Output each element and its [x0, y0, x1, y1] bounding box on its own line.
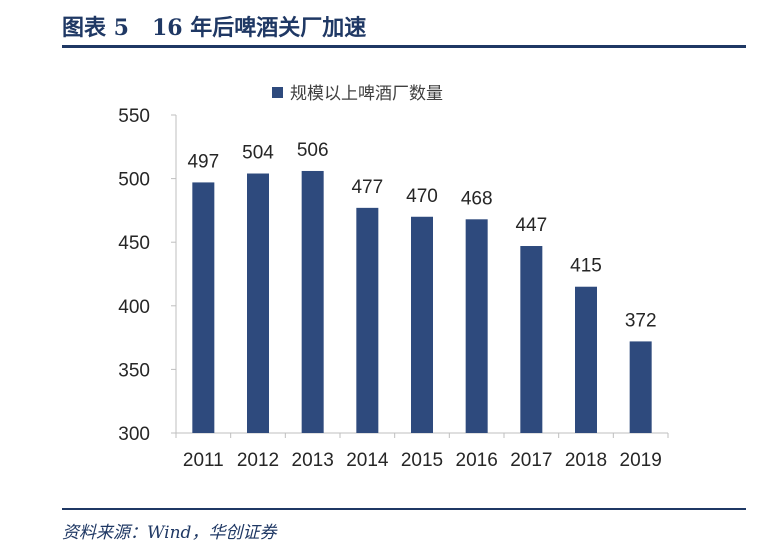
data-label: 497 — [187, 151, 219, 172]
bar — [575, 286, 597, 433]
data-label: 470 — [406, 186, 438, 207]
x-tick-label: 2019 — [620, 450, 662, 471]
y-tick-label: 500 — [118, 170, 150, 191]
bar — [192, 182, 215, 433]
bar — [411, 216, 433, 433]
data-label: 415 — [570, 256, 602, 277]
figure-title: 图表 5 16 年后啤酒关厂加速 — [62, 15, 367, 41]
y-tick-label: 350 — [118, 360, 150, 381]
y-axis: 300 350 400 450 500 550 — [118, 106, 177, 445]
x-tick-label: 2014 — [346, 450, 389, 471]
data-labels: 497 504 506 477 470 468 447 415 372 — [187, 140, 656, 331]
data-label: 506 — [297, 140, 329, 161]
y-tick-label: 450 — [118, 233, 150, 254]
data-label: 468 — [461, 188, 493, 209]
y-tick-label: 550 — [118, 106, 150, 127]
bar-series — [192, 170, 652, 433]
x-tick-label: 2017 — [510, 450, 552, 471]
legend-swatch — [272, 87, 283, 98]
bar — [629, 341, 652, 433]
x-tick-label: 2012 — [237, 450, 279, 471]
y-tick-label: 400 — [118, 297, 150, 318]
legend-label: 规模以上啤酒厂数量 — [290, 84, 443, 104]
bar — [520, 246, 543, 433]
x-tick-label: 2013 — [292, 450, 334, 471]
bar — [356, 207, 379, 433]
data-label: 477 — [351, 177, 383, 198]
chart-legend: 规模以上啤酒厂数量 — [272, 84, 443, 104]
data-label: 504 — [242, 143, 274, 164]
footer-divider — [62, 508, 746, 510]
bar — [301, 170, 324, 433]
bar — [465, 219, 488, 433]
y-tick-label: 300 — [118, 424, 150, 445]
x-axis: 2011 2012 2013 2014 2015 2016 2017 2018 2019 — [175, 432, 669, 471]
data-label: 447 — [515, 215, 547, 236]
x-tick-label: 2015 — [401, 450, 443, 471]
x-tick-label: 2011 — [183, 450, 224, 471]
title-divider — [62, 45, 746, 48]
x-tick-label: 2016 — [456, 450, 498, 471]
data-label: 372 — [625, 310, 657, 331]
bar — [247, 173, 269, 433]
source-note: 资料来源：Wind，华创证券 — [62, 523, 277, 543]
x-tick-label: 2018 — [565, 450, 607, 471]
